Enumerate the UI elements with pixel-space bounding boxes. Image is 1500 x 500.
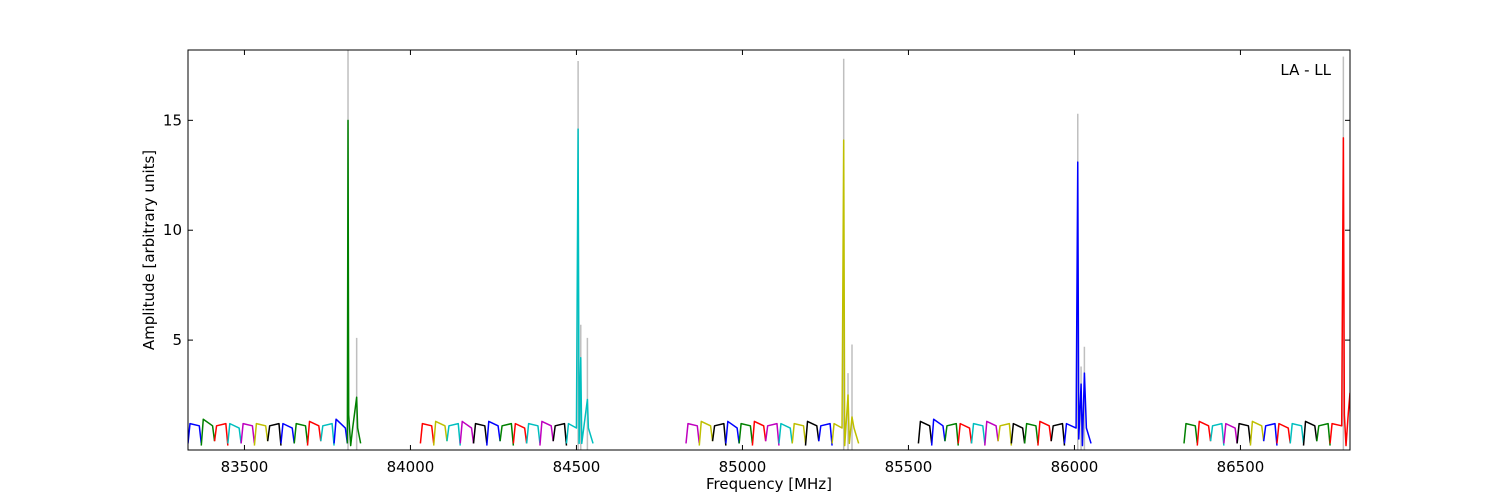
x-tick-label: 84500	[553, 458, 601, 476]
line-series	[333, 418, 349, 444]
line-series	[486, 420, 501, 446]
line-series	[1063, 161, 1092, 447]
line-series	[1050, 422, 1066, 446]
y-tick-label: 15	[163, 111, 182, 129]
x-tick-label: 85500	[885, 458, 933, 476]
line-series	[831, 139, 860, 447]
line-series	[1316, 422, 1331, 446]
line-series	[1010, 422, 1026, 444]
x-tick-label: 84000	[387, 458, 435, 476]
line-series	[512, 422, 528, 444]
line-series	[725, 420, 740, 444]
line-series	[698, 420, 714, 446]
line-series	[818, 422, 833, 446]
line-series	[253, 422, 269, 446]
line-series	[1236, 422, 1252, 444]
line-series	[1262, 422, 1278, 446]
x-tick-label: 86000	[1051, 458, 1099, 476]
line-series	[472, 422, 488, 444]
line-series	[525, 422, 541, 444]
annotation: LA - LL	[1280, 61, 1331, 79]
line-series	[213, 422, 229, 446]
line-series	[188, 422, 203, 444]
line-series	[1183, 422, 1199, 444]
line-series	[200, 418, 216, 446]
line-series	[764, 422, 780, 446]
line-series	[984, 420, 999, 446]
line-series	[227, 422, 242, 444]
x-tick-label: 83500	[221, 458, 269, 476]
line-series	[293, 422, 309, 444]
line-series	[970, 422, 986, 444]
x-tick-label: 85000	[719, 458, 767, 476]
line-series	[751, 420, 767, 446]
y-axis-label: Amplitude [arbitrary units]	[140, 150, 158, 350]
line-series	[1037, 420, 1052, 446]
x-axis-label: Frequency [MHz]	[706, 475, 832, 493]
line-series	[1023, 422, 1039, 444]
line-series	[804, 420, 820, 446]
axes-frame	[187, 49, 1351, 451]
line-series	[280, 422, 295, 444]
line-series	[1223, 422, 1238, 444]
line-series	[266, 422, 282, 446]
line-series	[1276, 422, 1291, 444]
line-series	[778, 422, 793, 444]
line-series	[1196, 420, 1212, 446]
line-series	[957, 422, 973, 444]
line-series	[711, 422, 727, 446]
line-series	[499, 422, 515, 446]
line-series	[1209, 422, 1225, 446]
line-series	[997, 422, 1013, 446]
plot-area	[188, 50, 1350, 450]
line-series	[1249, 420, 1265, 446]
line-series	[930, 418, 946, 446]
line-series	[539, 420, 554, 446]
line-series	[1302, 420, 1318, 446]
line-series	[944, 422, 959, 446]
line-series	[240, 422, 256, 444]
line-series	[419, 422, 435, 444]
line-series	[685, 422, 701, 444]
line-series	[346, 119, 362, 447]
line-series	[917, 420, 933, 444]
line-series	[320, 422, 335, 446]
line-series	[1289, 422, 1305, 444]
x-tick-label: 86500	[1217, 458, 1265, 476]
line-series	[738, 422, 754, 444]
line-series	[306, 420, 322, 446]
line-series	[446, 422, 461, 446]
y-tick-label: 5	[172, 331, 182, 349]
line-series	[1329, 137, 1350, 447]
line-series	[565, 128, 594, 445]
line-series	[432, 420, 448, 446]
line-series	[459, 420, 475, 444]
y-tick-label: 10	[163, 221, 182, 239]
line-series	[791, 422, 807, 444]
line-series	[552, 422, 568, 446]
